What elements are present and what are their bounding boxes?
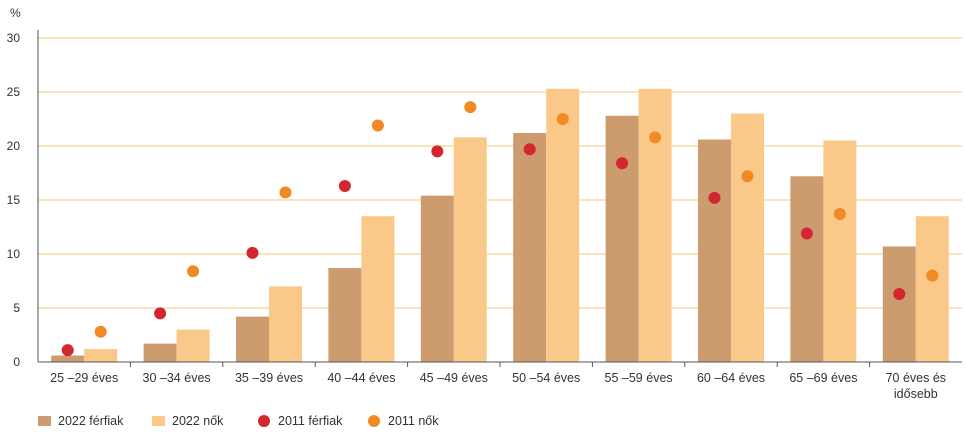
bar-men-2022 xyxy=(698,139,731,362)
y-tick-label: 10 xyxy=(7,247,21,261)
dot-men-2011 xyxy=(246,246,259,259)
bar-women-2022 xyxy=(361,216,395,362)
bar-men-2022 xyxy=(143,343,177,362)
y-axis-label: % xyxy=(10,6,21,20)
y-tick-label: 20 xyxy=(7,139,21,153)
dot-women-2011 xyxy=(464,101,477,114)
x-tick-label: 35 –39 éves xyxy=(235,371,303,385)
y-tick-label: 5 xyxy=(13,301,20,315)
x-tick-label: 40 –44 éves xyxy=(327,371,395,385)
dot-women-2011 xyxy=(833,208,846,221)
dot-men-2011 xyxy=(338,179,351,192)
dot-men-2011 xyxy=(616,157,629,170)
dots xyxy=(61,101,939,357)
x-tick-label: 65 –69 éves xyxy=(789,371,857,385)
axes xyxy=(37,30,962,367)
dot-men-2011 xyxy=(800,227,813,240)
dot-women-2011 xyxy=(279,186,292,199)
bar-men-2022 xyxy=(790,176,824,362)
y-tick-label: 0 xyxy=(13,355,20,369)
legend: 2022 férfiak 2022 nők 2011 férfiak 2011 nők xyxy=(38,414,439,428)
legend-label: 2022 nők xyxy=(172,414,224,428)
legend-label: 2011 nők xyxy=(388,414,439,428)
bar-women-2022 xyxy=(638,88,672,362)
bar-women-2022 xyxy=(546,88,580,362)
x-tick-label: 50 –54 éves xyxy=(512,371,580,385)
dot-women-2011 xyxy=(187,265,200,278)
bar-women-2022 xyxy=(453,137,487,362)
x-tick-label: 60 –64 éves xyxy=(697,371,765,385)
dot-men-2011 xyxy=(61,344,74,357)
x-tick-label: 70 éves és idősebb xyxy=(886,371,946,401)
bars xyxy=(51,88,949,362)
x-tick-label: 55 –59 éves xyxy=(605,371,673,385)
y-tick-label: 15 xyxy=(7,193,21,207)
dot-men-2011 xyxy=(893,287,906,300)
x-tick-label: 25 –29 éves xyxy=(50,371,118,385)
legend-label: 2022 férfiak xyxy=(58,414,124,428)
dot-men-2011 xyxy=(523,143,536,156)
y-tick-label: 30 xyxy=(7,31,21,45)
dot-women-2011 xyxy=(926,269,939,282)
legend-swatch xyxy=(258,415,270,427)
dot-women-2011 xyxy=(556,113,569,125)
bar-men-2022 xyxy=(420,195,454,362)
dot-women-2011 xyxy=(94,325,107,338)
dot-women-2011 xyxy=(741,170,754,183)
legend-label: 2011 férfiak xyxy=(278,414,343,428)
legend-swatch xyxy=(38,416,51,426)
legend-swatch xyxy=(152,416,165,426)
bar-men-2022 xyxy=(328,268,362,362)
bar-men-2022 xyxy=(513,133,547,362)
bar-women-2022 xyxy=(823,140,857,362)
x-tick-label: 45 –49 éves xyxy=(420,371,488,385)
dot-women-2011 xyxy=(371,119,384,132)
bar-men-2022 xyxy=(236,316,269,362)
tick-labels: 0 5 10 15 20 25 30 25 –29 éves 30 –34 éves 35 –39… xyxy=(7,31,946,401)
bar-women-2022 xyxy=(176,329,210,362)
dot-men-2011 xyxy=(431,145,444,158)
bar-women-2022 xyxy=(269,286,302,362)
legend-swatch xyxy=(368,415,380,427)
bar-men-2022 xyxy=(51,355,85,362)
bar-women-2022 xyxy=(915,216,949,362)
bar-men-2022 xyxy=(882,246,916,362)
dot-women-2011 xyxy=(649,131,662,144)
bar-women-2022 xyxy=(731,113,764,362)
bar-women-2022 xyxy=(84,349,118,362)
y-tick-label: 25 xyxy=(7,85,21,99)
dot-men-2011 xyxy=(154,307,167,320)
dot-men-2011 xyxy=(708,191,721,204)
bar-men-2022 xyxy=(605,115,639,362)
x-tick-label: 30 –34 éves xyxy=(143,371,211,385)
